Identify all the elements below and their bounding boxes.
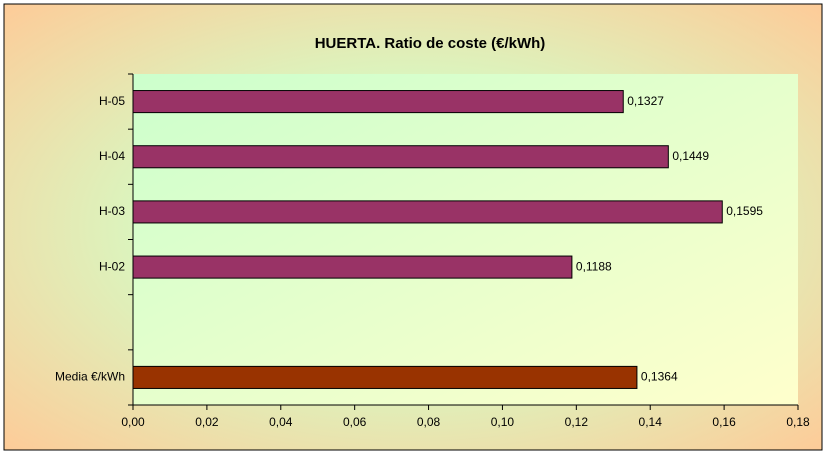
plot-area: [133, 74, 798, 405]
x-tick-label: 0,14: [639, 415, 663, 429]
bar: [132, 90, 624, 114]
value-label: 0,1327: [627, 94, 664, 108]
chart-title: HUERTA. Ratio de coste (€/kWh): [315, 35, 546, 52]
y-tick-label: H-04: [99, 149, 125, 163]
bar: [132, 365, 638, 389]
x-tick-label: 0,12: [565, 415, 589, 429]
bar: [132, 145, 669, 169]
x-tick-label: 0,18: [786, 415, 810, 429]
y-tick-label: Media €/kWh: [55, 370, 125, 384]
value-label: 0,1188: [576, 259, 612, 273]
x-tick-label: 0,04: [269, 415, 293, 429]
value-label: 0,1364: [641, 370, 678, 384]
y-tick-label: H-03: [99, 204, 125, 218]
x-tick-label: 0,08: [417, 415, 441, 429]
y-tick-label: H-02: [99, 259, 125, 273]
y-tick-label: H-05: [99, 94, 125, 108]
value-label: 0,1595: [726, 204, 763, 218]
x-tick-label: 0,06: [343, 415, 367, 429]
x-tick-label: 0,10: [491, 415, 515, 429]
bar: [132, 255, 573, 279]
x-tick-label: 0,02: [195, 415, 219, 429]
bar: [132, 200, 723, 224]
x-tick-label: 0,16: [712, 415, 736, 429]
x-tick-label: 0,00: [121, 415, 145, 429]
value-label: 0,1449: [672, 149, 709, 163]
